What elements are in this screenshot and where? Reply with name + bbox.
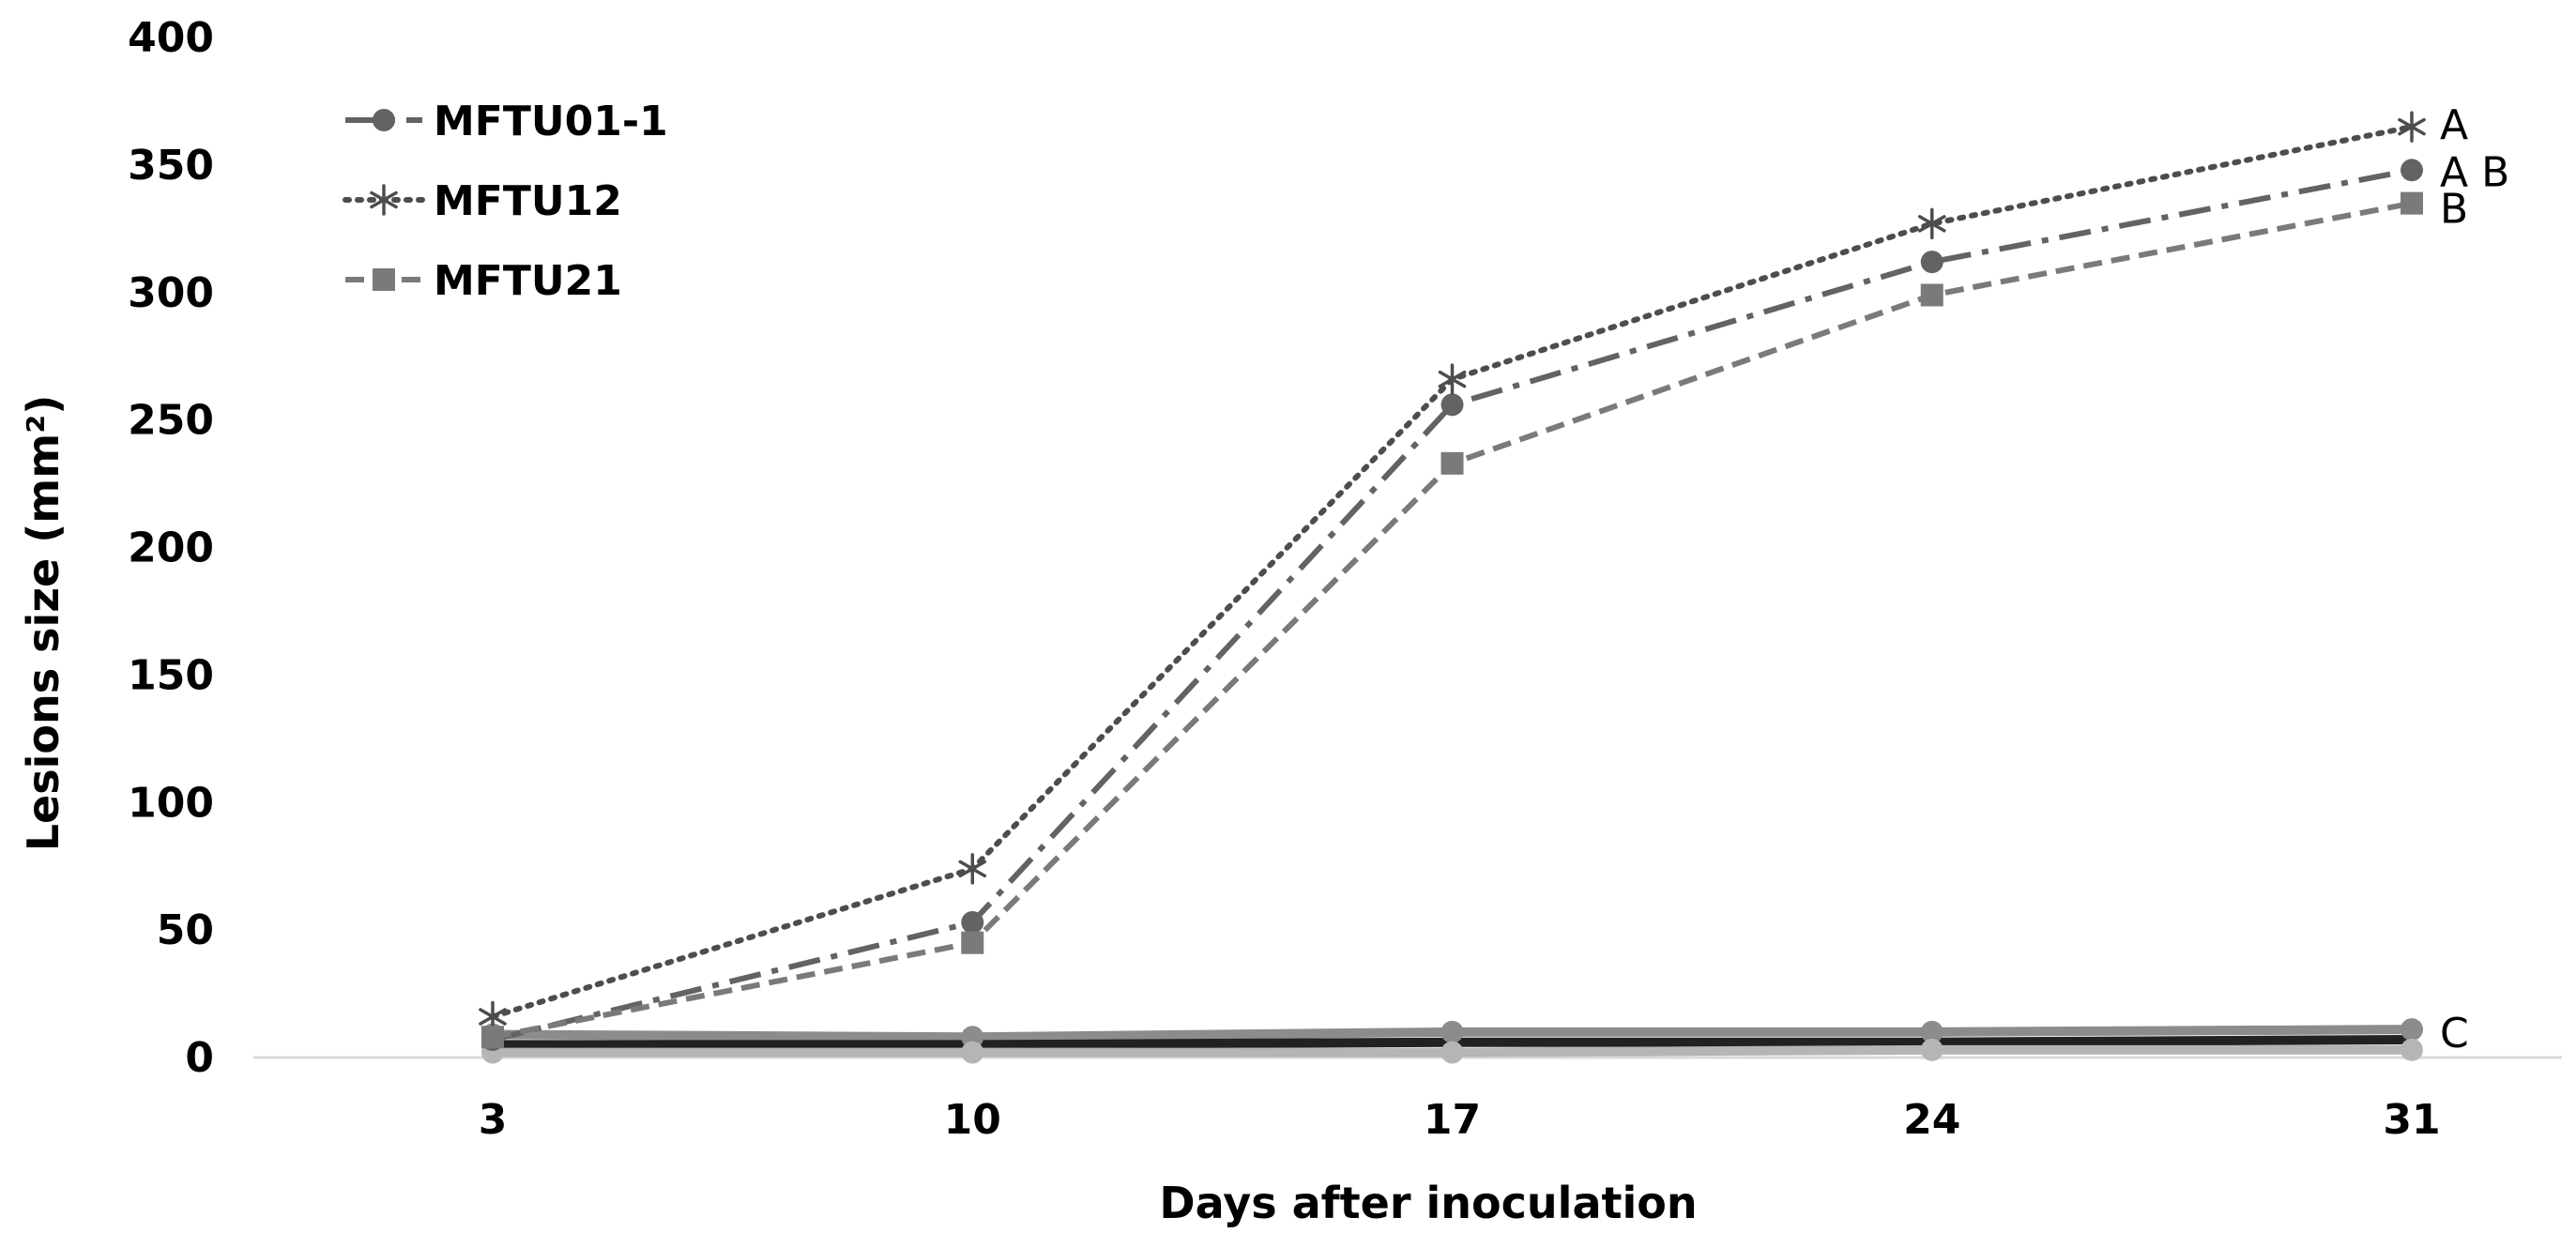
data-point <box>1440 1020 1464 1043</box>
legend: MFTU01-1 MFTU12 MFTU21 <box>343 98 668 305</box>
series-line-mftu21 <box>492 200 2413 1041</box>
y-tick-label: 400 <box>128 14 214 62</box>
data-point <box>958 853 987 885</box>
legend-label: MFTU01-1 <box>434 98 668 145</box>
y-tick-label: 0 <box>185 1034 214 1082</box>
legend-marker <box>373 109 395 131</box>
data-point <box>1440 451 1464 475</box>
y-tick-label: 150 <box>128 651 214 699</box>
legend-item: MFTU21 <box>345 257 622 305</box>
data-point <box>1920 1020 1943 1043</box>
y-tick-label: 100 <box>128 779 214 827</box>
y-tick-label: 300 <box>128 269 214 317</box>
legend-item: MFTU01-1 <box>345 98 668 145</box>
data-point <box>2398 111 2426 143</box>
x-axis-title: Days after inoculation <box>1159 1178 1697 1228</box>
data-point <box>961 931 984 954</box>
y-tick-label: 200 <box>128 525 214 572</box>
y-tick-label: 350 <box>128 142 214 190</box>
data-point <box>961 1041 984 1064</box>
legend-marker <box>373 268 395 291</box>
data-point <box>1440 1041 1464 1064</box>
legend-label: MFTU12 <box>434 177 622 225</box>
data-point <box>961 910 984 934</box>
series-line-mftu01-1 <box>492 167 2413 1043</box>
legend-marker <box>370 184 398 216</box>
data-point <box>2401 1018 2423 1042</box>
data-point <box>1917 207 1946 240</box>
significance-labels: A BAB C <box>2440 101 2509 1058</box>
data-point <box>1438 363 1467 395</box>
x-tick-label: 17 <box>1424 1096 1481 1144</box>
data-point <box>1920 1038 1943 1061</box>
x-tick-label: 10 <box>944 1096 1001 1144</box>
data-point <box>2401 191 2423 215</box>
data-point <box>1920 251 1943 274</box>
data-point <box>1920 283 1943 307</box>
x-tick-labels: 3 10 17 24 31 <box>479 1096 2441 1144</box>
y-tick-labels: 0 50 100 150 200 250 300 350 400 <box>128 14 214 1082</box>
data-point <box>481 1026 504 1049</box>
significance-label: A <box>2440 101 2468 149</box>
series-markers <box>479 111 2426 1064</box>
x-tick-label: 31 <box>2383 1096 2440 1144</box>
y-tick-label: 250 <box>128 397 214 445</box>
data-point <box>1440 393 1464 417</box>
series-lines <box>490 124 2415 1058</box>
x-tick-label: 3 <box>479 1096 508 1144</box>
x-tick-label: 24 <box>1903 1096 1960 1144</box>
significance-label: B <box>2440 186 2468 234</box>
y-axis-title: Lesions size (mm²) <box>18 395 69 852</box>
y-tick-label: 50 <box>157 906 214 954</box>
significance-label: A B <box>2440 148 2509 196</box>
data-point <box>2401 1038 2423 1061</box>
data-point <box>2401 159 2423 182</box>
significance-label: C <box>2440 1010 2469 1058</box>
legend-item: MFTU12 <box>343 177 622 225</box>
legend-label: MFTU21 <box>434 257 622 305</box>
